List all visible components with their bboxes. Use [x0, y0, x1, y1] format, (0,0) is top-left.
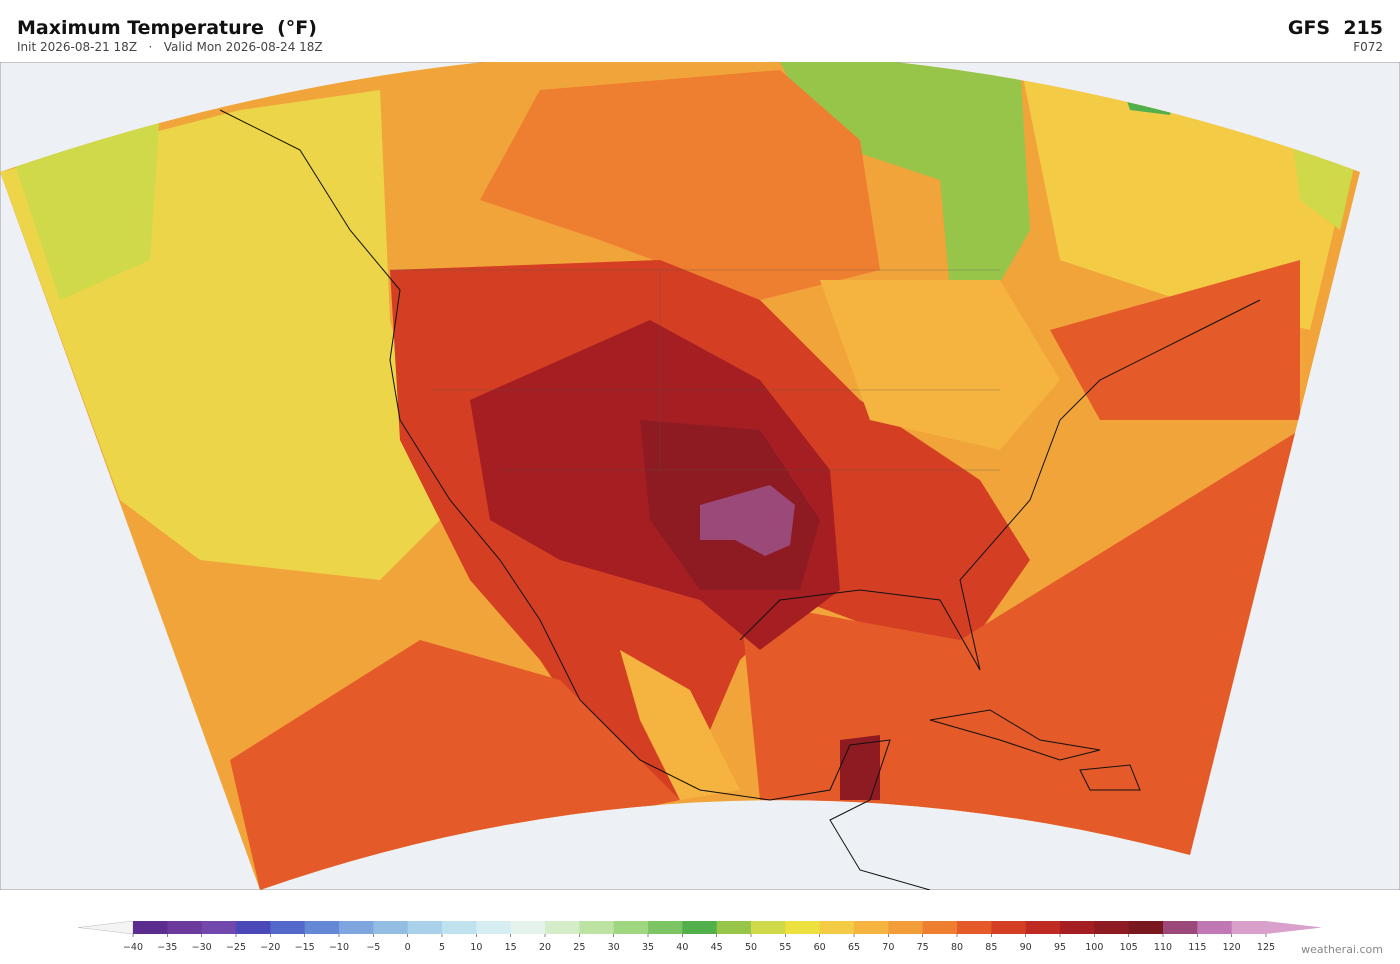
- colorbar-bin: [648, 921, 683, 934]
- colorbar-tick-label: 20: [539, 942, 551, 953]
- coastline: [929, 709, 1141, 791]
- colorbar-under: [77, 920, 134, 935]
- colorbar-bin: [510, 921, 546, 934]
- colorbar-tick-label: 15: [505, 942, 517, 953]
- colorbar-tick-label: 105: [1120, 942, 1138, 953]
- colorbar-tick-label: −25: [226, 942, 246, 953]
- colorbar-bin: [270, 921, 306, 934]
- colorbar-bin: [304, 921, 340, 934]
- colorbar-bin: [339, 921, 374, 934]
- colorbar-tick-label: 120: [1223, 942, 1241, 953]
- colorbar-over: [1266, 921, 1322, 934]
- colorbar-tick-label: −40: [123, 942, 143, 953]
- field: [780, 62, 1030, 300]
- colorbar-tick-label: −20: [260, 942, 280, 953]
- coastline: [219, 109, 931, 890]
- field: [840, 735, 880, 800]
- colorbar-bin: [819, 921, 855, 934]
- colorbar-bin: [613, 921, 649, 934]
- colorbar-bin: [785, 921, 821, 934]
- forecast-hour: F072: [1353, 40, 1383, 54]
- colorbar-tick-label: 115: [1188, 942, 1206, 953]
- colorbar-bin: [1163, 921, 1198, 934]
- colorbar-bin: [476, 921, 512, 934]
- field: [700, 485, 795, 556]
- colorbar-tick-label: −10: [329, 942, 349, 953]
- colorbar-tick-label: 80: [951, 942, 963, 953]
- borders: [390, 269, 1000, 471]
- colorbar-tick-label: 30: [608, 942, 620, 953]
- colorbar-tick-label: 10: [470, 942, 482, 953]
- colorbar-tick-label: 125: [1257, 942, 1275, 953]
- colorbar-tick-label: 35: [642, 942, 654, 953]
- field: [480, 70, 880, 300]
- colorbar-bin: [236, 921, 271, 934]
- colorbar-tick-label: −15: [295, 942, 315, 953]
- colorbar-bin: [1231, 921, 1267, 934]
- colorbar-tick-label: 85: [985, 942, 997, 953]
- colorbar-bin: [373, 921, 409, 934]
- colorbar-tick-label: 45: [711, 942, 723, 953]
- colorbar-bin: [201, 921, 237, 934]
- colorbar-bin: [991, 921, 1027, 934]
- colorbar-bin: [1128, 921, 1164, 934]
- colorbar-bin: [922, 921, 958, 934]
- model: GFS 215: [1288, 17, 1383, 39]
- field: [1050, 260, 1300, 420]
- colorbar-tick-label: 0: [405, 942, 411, 953]
- colorbar-tick-label: 65: [848, 942, 860, 953]
- colorbar-bin: [751, 921, 786, 934]
- colorbar-bin: [1197, 921, 1233, 934]
- colorbar-bin: [579, 921, 615, 934]
- colorbar-bin: [133, 921, 168, 934]
- colorbar-bin: [682, 921, 718, 934]
- credit: weatherai.com: [1301, 943, 1383, 956]
- colorbar-tick-label: 55: [779, 942, 791, 953]
- colorbar-tick-label: −5: [366, 942, 380, 953]
- field: [620, 650, 740, 800]
- colorbar: −40 −35 −30 −25 −20 −15 −10 −5 0 5 10 15 20 25 30 35 40 4…: [77, 920, 1322, 953]
- coastline: [739, 299, 1261, 671]
- colorbar-tick-label: −30: [192, 942, 212, 953]
- colorbar-tick-label: −35: [157, 942, 177, 953]
- title: Maximum Temperature (°F): [17, 17, 317, 39]
- colorbar-bin: [545, 921, 580, 934]
- colorbar-bin: [1060, 921, 1095, 934]
- colorbar-bin: [957, 921, 992, 934]
- colorbar-tick-label: 25: [573, 942, 585, 953]
- colorbar-bin: [716, 921, 752, 934]
- colorbar-bin: [442, 921, 477, 934]
- colorbar-tick-label: 40: [676, 942, 688, 953]
- colorbar-tick-label: 100: [1085, 942, 1103, 953]
- colorbar-tick-label: 110: [1154, 942, 1172, 953]
- colorbar-bin: [854, 921, 889, 934]
- colorbar-tick-label: 5: [439, 942, 445, 953]
- colorbar-bin: [1025, 921, 1061, 934]
- field: [820, 280, 1060, 450]
- colorbar-tick-label: 70: [882, 942, 894, 953]
- colorbar-tick-label: 75: [917, 942, 929, 953]
- field: [230, 640, 680, 890]
- colorbar-bin: [888, 921, 924, 934]
- colorbar-bin: [407, 921, 443, 934]
- colorbar-bin: [167, 921, 203, 934]
- colorbar-tick-label: 90: [1020, 942, 1032, 953]
- colorbar-tick-label: 95: [1054, 942, 1066, 953]
- subtitle: Init 2026-08-21 18Z · Valid Mon 2026-08-…: [17, 40, 323, 54]
- colorbar-tick-label: 50: [745, 942, 757, 953]
- colorbar-tick-label: 60: [814, 942, 826, 953]
- colorbar-bin: [1094, 921, 1130, 934]
